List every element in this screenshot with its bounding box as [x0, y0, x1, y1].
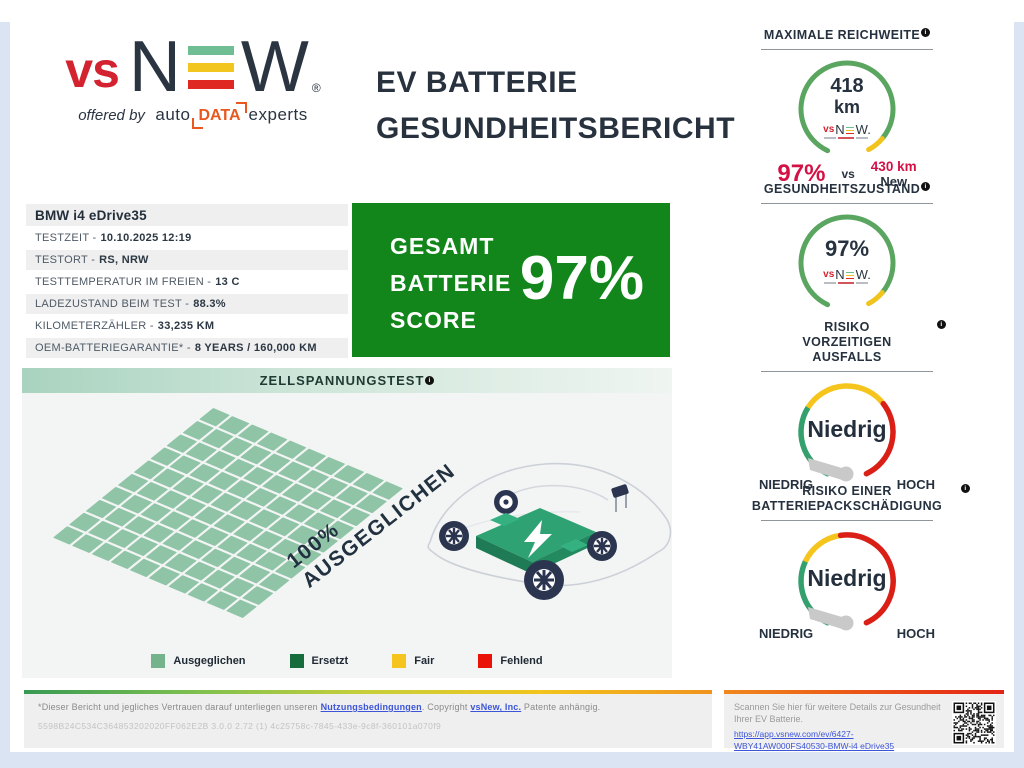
failure-risk-gauge: Niedrig: [772, 374, 922, 491]
mini-tagline: [824, 282, 870, 285]
info-icon[interactable]: [921, 182, 931, 191]
ev-chassis-illustration: [427, 462, 672, 600]
legend-item-fair: Fair: [392, 654, 434, 668]
new-range: 430 km New: [870, 159, 917, 190]
qr-code: [952, 701, 996, 745]
max-range-gauge: 418 km vs N W.: [772, 52, 922, 175]
vsnew-mini-logo: vs N W.: [823, 122, 871, 138]
cell-legend: Ausgeglichen Ersetzt Fair Fehlend: [22, 654, 672, 668]
failure-risk-value: Niedrig: [807, 416, 887, 442]
info-row-garantie: OEM-BATTERIEGARANTIE* -8 YEARS / 160,000…: [26, 338, 348, 358]
damage-risk-section: RISIKO EINER BATTERIEPACKSCHÄDIGUNG Nied…: [682, 484, 1012, 641]
score-label: GESAMT BATTERIE SCORE: [390, 233, 512, 333]
info-icon[interactable]: [961, 484, 970, 493]
terms-link[interactable]: Nutzungsbedingungen: [320, 702, 422, 712]
range-comparison: 97% vs 430 km New: [682, 159, 1012, 189]
damage-risk-gauge: Niedrig: [772, 523, 922, 640]
info-row-ladezustand: LADEZUSTAND BEIM TEST -88.3%: [26, 294, 348, 314]
disclaimer-text: *Dieser Bericht und jegliches Vertrauen …: [38, 702, 601, 712]
damage-risk-title: RISIKO EINER BATTERIEPACKSCHÄDIGUNG: [682, 484, 1012, 514]
cell-test-header: ZELLSPANNUNGSTEST: [22, 368, 672, 393]
logo-n-letter: N: [128, 27, 181, 107]
auto-text: auto: [155, 105, 191, 125]
ring-gauge-arc: [798, 60, 896, 154]
health-gauge: 97% vs N W.: [772, 206, 922, 329]
legend-swatch: [289, 654, 304, 668]
gauge-needle: [808, 607, 842, 629]
offered-by-text: offered by: [78, 107, 145, 125]
gauge-needle: [808, 458, 842, 480]
risk-scale-labels: NIEDRIG HOCH: [759, 626, 935, 641]
info-icon[interactable]: [921, 28, 931, 37]
registered-mark: ®: [311, 81, 321, 96]
page-title-line2: GESUNDHEITSBERICHT: [376, 112, 736, 145]
failure-risk-title: RISIKO VORZEITIGEN AUSFALLS: [682, 320, 1012, 365]
overall-battery-score-box: GESAMT BATTERIE SCORE 97%: [352, 203, 670, 357]
score-value: 97%: [519, 244, 644, 313]
vehicle-info-panel: BMW i4 eDrive35 TESTZEIT -10.10.2025 12:…: [26, 204, 348, 360]
mini-e-bars-icon: [846, 271, 855, 280]
vsnew-mini-logo: vs N W.: [823, 267, 871, 283]
damage-risk-value: Niedrig: [807, 565, 887, 591]
wheel-icon: [494, 490, 518, 514]
data-brand: DATA: [193, 106, 245, 125]
risk-gauge-arc: [798, 383, 896, 482]
gauge-value: 97% vs N W.: [772, 236, 922, 285]
vsnew-logo: vs N W ® offered by auto DATA experts: [26, 27, 360, 125]
gauge-value: 418 km vs N W.: [772, 76, 922, 140]
divider: [761, 520, 933, 521]
info-row-temperatur: TESTTEMPERATUR IM FREIEN -13 C: [35, 276, 240, 288]
vehicle-name: BMW i4 eDrive35: [26, 204, 348, 226]
vs-label: vs: [841, 167, 855, 182]
logo-w-letter: W: [240, 27, 309, 107]
legend-item-ausgeglichen: Ausgeglichen: [151, 654, 246, 668]
footer-scan-box: Scannen Sie hier für weitere Details zur…: [724, 690, 1004, 751]
vsnew-wordmark: vs N W ®: [26, 27, 360, 107]
cell-test-title: ZELLSPANNUNGSTEST: [259, 373, 425, 388]
logo-e-bars-icon: [187, 46, 234, 90]
legend-item-ersetzt: Ersetzt: [289, 654, 348, 668]
gauges-column: MAXIMALE REICHWEITE 418 km vs N W.: [682, 22, 1012, 686]
legend-swatch: [151, 654, 166, 668]
page-title-line1: EV BATTERIE: [376, 66, 578, 99]
divider: [761, 371, 933, 372]
info-row-testzeit: TESTZEIT -10.10.2025 12:19: [35, 232, 192, 244]
info-icon[interactable]: [425, 376, 435, 385]
divider: [761, 203, 933, 205]
scan-instruction: Scannen Sie hier für weitere Details zur…: [734, 701, 946, 752]
report-url-link[interactable]: https://app.vsnew.com/ev/6427-WBY41AW000…: [734, 729, 895, 751]
logo-vs-text: vs: [65, 42, 120, 99]
company-link[interactable]: vsNew, Inc.: [470, 702, 522, 712]
report-serial: 5598B24C534C364853202020FF062E2B 3.0.0 2…: [38, 721, 442, 731]
top-margin-strip: [0, 0, 1024, 22]
failure-risk-section: RISIKO VORZEITIGEN AUSFALLS Niedrig NIED…: [682, 320, 1012, 492]
cell-voltage-test-panel: ZELLSPANNUNGSTEST 100% AUSGEGLICHEN: [22, 368, 672, 678]
experts-text: experts: [248, 105, 308, 125]
risk-scale-labels: NIEDRIG HOCH: [759, 477, 935, 492]
mini-e-bars-icon: [846, 126, 855, 135]
page-title: EV BATTERIE GESUNDHEITSBERICHT: [376, 60, 776, 152]
legend-swatch: [478, 654, 493, 668]
max-range-title: MAXIMALE REICHWEITE: [682, 28, 1012, 43]
footer-disclaimer-box: *Dieser Bericht und jegliches Vertrauen …: [24, 690, 712, 748]
mini-tagline: [824, 137, 870, 140]
health-title: GESUNDHEITSZUSTAND: [682, 182, 1012, 197]
lightning-bolt-icon: [524, 520, 552, 558]
wheel-icon: [587, 531, 617, 561]
legend-swatch: [392, 654, 407, 668]
wheel-icon: [439, 521, 469, 551]
divider: [761, 49, 933, 51]
offered-by-line: offered by auto DATA experts: [26, 105, 360, 125]
risk-gauge-arc: [798, 532, 896, 631]
report-card: vs N W ® offered by auto DATA experts EV B…: [10, 22, 1014, 752]
info-row-kilometer: KILOMETERZÄHLER -33,235 KM: [35, 320, 215, 332]
health-section: GESUNDHEITSZUSTAND 97% vs N W.: [682, 182, 1012, 329]
range-percent: 97%: [777, 160, 826, 188]
wheel-icon: [524, 560, 564, 600]
legend-item-fehlend: Fehlend: [478, 654, 543, 668]
info-icon[interactable]: [937, 320, 946, 329]
ring-gauge-arc: [798, 214, 896, 308]
max-range-section: MAXIMALE REICHWEITE 418 km vs N W.: [682, 28, 1012, 189]
info-row-testort: TESTORT - RS, NRW: [26, 250, 348, 270]
